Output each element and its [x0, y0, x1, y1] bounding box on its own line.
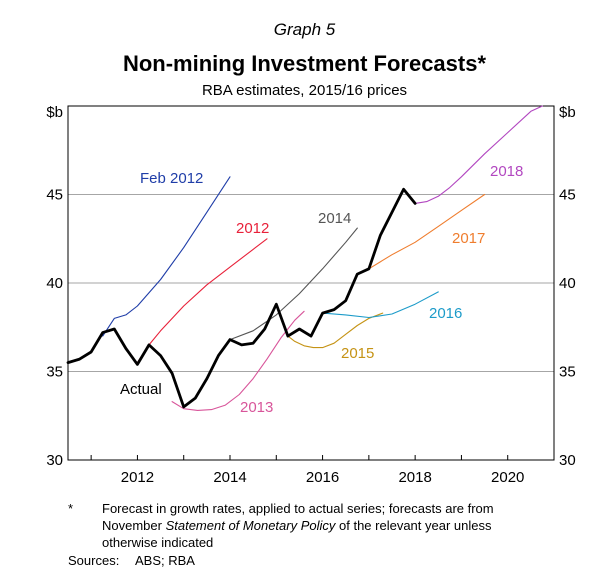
footnote-mark: *: [68, 501, 74, 516]
series-line-feb-2012: [102, 176, 231, 337]
footnote-line3: otherwise indicated: [102, 535, 214, 550]
series-line-2018: [414, 105, 543, 204]
series-line-2017: [368, 193, 486, 270]
series-label-2017: 2017: [452, 230, 485, 247]
series-label-2012: 2012: [236, 220, 269, 237]
footnote-line2-pre: November: [102, 518, 166, 533]
x-tick-label: 2018: [398, 469, 431, 486]
y-tick-label-right: 45: [559, 187, 576, 204]
y-unit-right: $b: [559, 104, 576, 121]
x-tick-label: 2020: [491, 469, 524, 486]
y-tick-label-left: 45: [46, 187, 63, 204]
series-label-actual: Actual: [120, 381, 162, 398]
y-tick-label-right: 40: [559, 275, 576, 292]
series-line-actual: [66, 187, 417, 409]
series-line-2016: [322, 291, 439, 319]
series-label-2013: 2013: [240, 399, 273, 416]
sources-text: ABS; RBA: [135, 553, 195, 568]
series-line-2012: [136, 238, 268, 364]
chart-title: Non-mining Investment Forecasts*: [122, 51, 487, 76]
sources: Sources: ABS; RBA: [68, 553, 195, 568]
footnote-text: Forecast in growth rates, applied to act…: [102, 500, 572, 551]
series-label-feb-2012: Feb 2012: [140, 170, 203, 187]
x-tick-label: 2012: [121, 469, 154, 486]
series-label-2018: 2018: [490, 163, 523, 180]
chart-canvas: 30 30 35 35 40 40 45 45 $b $b 2012 2014 2016 2018 2020…: [46, 104, 576, 486]
y-unit-left: $b: [46, 104, 63, 121]
series-label-2015: 2015: [341, 345, 374, 362]
y-tick-label-left: 35: [46, 364, 63, 381]
y-tick-label-left: 30: [46, 452, 63, 469]
graph-label: Graph 5: [273, 20, 336, 39]
y-tick-label-left: 40: [46, 275, 63, 292]
series-label-2016: 2016: [429, 305, 462, 322]
y-tick-label-right: 35: [559, 364, 576, 381]
chart-subtitle: RBA estimates, 2015/16 prices: [201, 82, 408, 99]
x-tick-label: 2014: [213, 469, 246, 486]
footnote-line1: Forecast in growth rates, applied to act…: [102, 501, 494, 516]
x-tick-label: 2016: [306, 469, 339, 486]
series-line-2015: [287, 312, 384, 349]
plot-border: [67, 105, 555, 461]
y-tick-label-right: 30: [559, 452, 576, 469]
footnote-line2-post: of the relevant year unless: [335, 518, 492, 533]
sources-label: Sources:: [68, 553, 120, 568]
footnote-line2-italic: Statement of Monetary Policy: [165, 518, 336, 533]
series-line-2014: [229, 227, 358, 341]
series-label-2014: 2014: [318, 210, 351, 227]
